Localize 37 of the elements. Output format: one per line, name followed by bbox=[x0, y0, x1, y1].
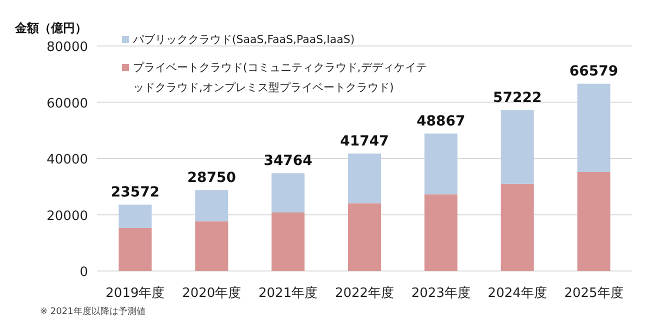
bar bbox=[272, 212, 305, 271]
y-tick-label: 20000 bbox=[46, 208, 88, 224]
bar bbox=[424, 134, 458, 194]
y-axis-title: 金額（億円） bbox=[14, 21, 87, 35]
bar bbox=[195, 221, 228, 271]
bar bbox=[500, 110, 534, 184]
bar bbox=[272, 173, 305, 212]
total-label: 23572 bbox=[110, 184, 160, 201]
y-tick-label: 80000 bbox=[46, 40, 88, 55]
bar bbox=[348, 154, 381, 204]
total-label: 66579 bbox=[569, 64, 618, 80]
bar bbox=[577, 172, 610, 271]
total-label: 57222 bbox=[493, 90, 542, 106]
text: ※ 2021年度以降は予測値 bbox=[40, 306, 146, 317]
y-tick-label: 40000 bbox=[46, 152, 88, 168]
bar bbox=[577, 84, 610, 172]
bar bbox=[500, 184, 534, 271]
x-tick-label: 2021年度 bbox=[258, 285, 318, 301]
x-tick-label: 2024年度 bbox=[488, 285, 547, 301]
total-label: 41747 bbox=[340, 134, 389, 150]
total-label: 34764 bbox=[264, 153, 313, 170]
bar bbox=[195, 190, 228, 222]
y-tick-label: 0 bbox=[80, 265, 88, 280]
x-tick-label: 2023年度 bbox=[411, 285, 470, 301]
x-tick-label: 2020年度 bbox=[182, 285, 242, 301]
x-tick-label: 2022年度 bbox=[334, 285, 394, 301]
legend-label: パブリッククラウド(SaaS,FaaS,PaaS,IaaS) bbox=[133, 32, 355, 48]
x-tick-label: 2019年度 bbox=[106, 285, 165, 301]
bar bbox=[424, 194, 458, 271]
y-tick-label: 60000 bbox=[46, 96, 88, 112]
legend-label: プライベートクラウド(コミュニティクラウド,デディケイテッドクラウド,オンプレミス型プライベートクラウド) bbox=[133, 60, 427, 96]
x-tick-label: 2025年度 bbox=[564, 285, 624, 301]
total-label: 48867 bbox=[416, 114, 466, 130]
bar bbox=[118, 204, 152, 228]
total-label: 28750 bbox=[187, 170, 236, 186]
bar bbox=[118, 228, 152, 271]
bar bbox=[348, 203, 381, 271]
